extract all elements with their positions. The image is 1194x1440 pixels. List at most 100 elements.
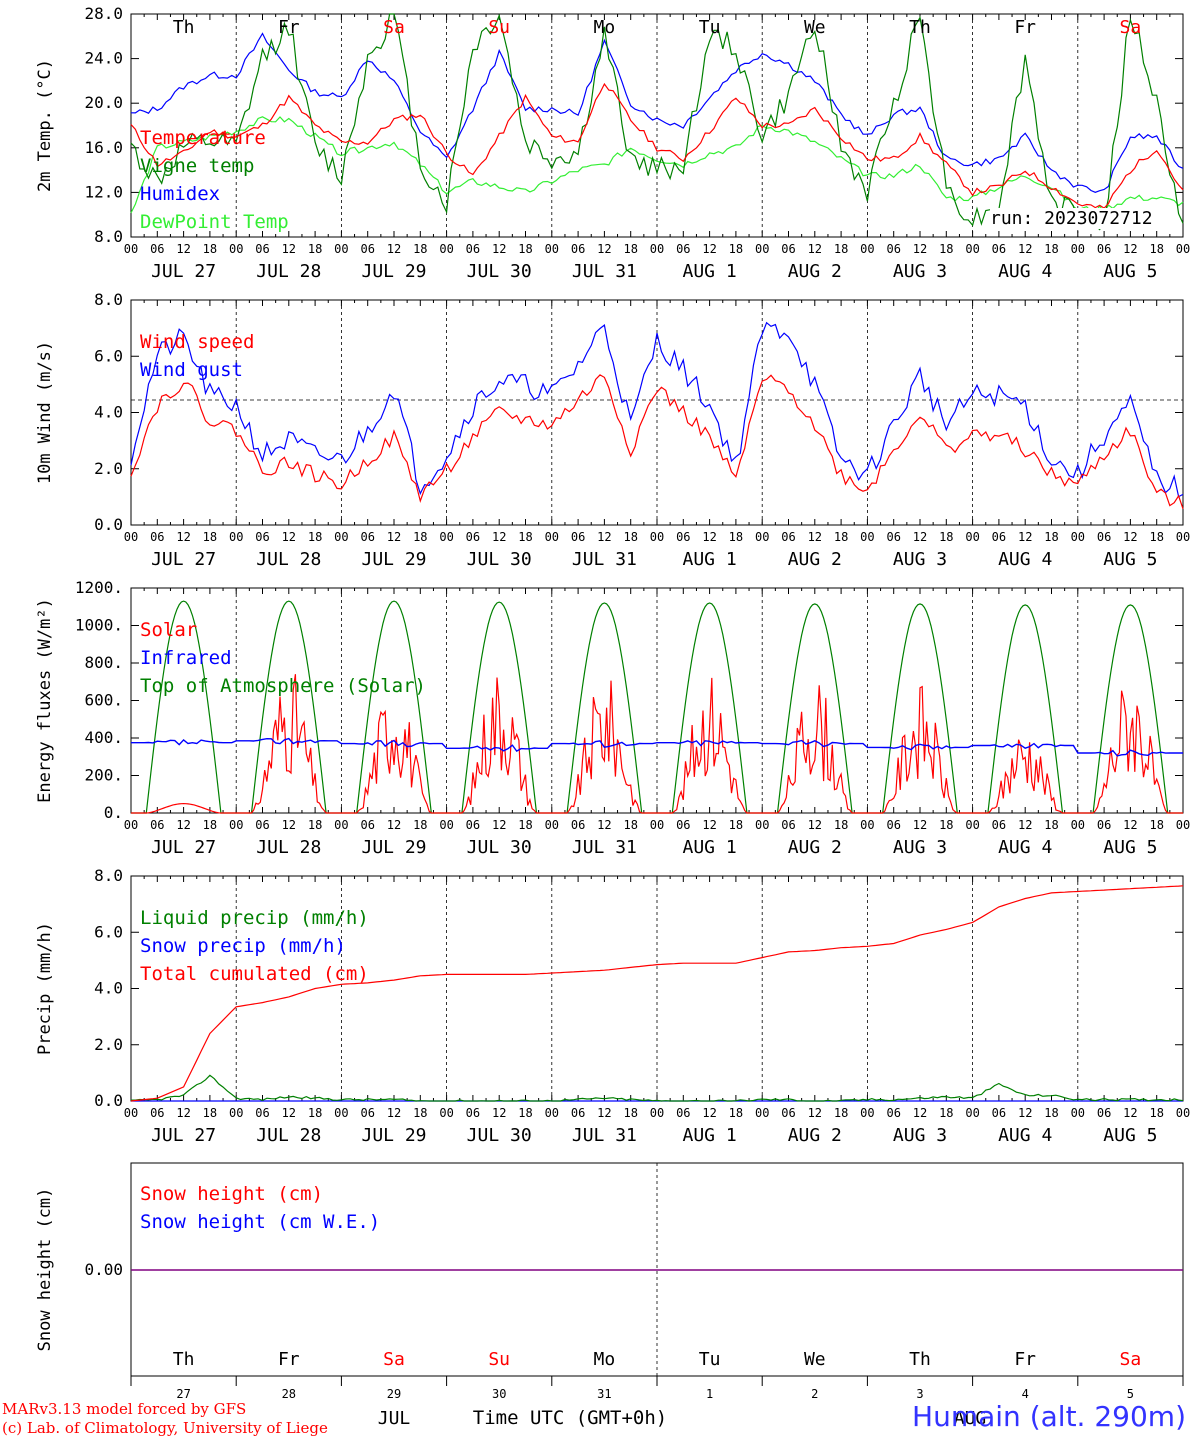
x-hour-label: 00 [755, 242, 769, 256]
liquid-precip-line [131, 1074, 1184, 1102]
y-tick-label: 8.0 [94, 866, 123, 885]
x-hour-label: 06 [571, 1106, 585, 1120]
x-hour-label: 12 [702, 242, 716, 256]
x-hour-label: 12 [1018, 1106, 1032, 1120]
x-hour-label: 06 [676, 818, 690, 832]
x-hour-label: 06 [571, 242, 585, 256]
x-hour-label: 18 [729, 818, 743, 832]
panel-frame [130, 13, 1184, 238]
x-hour-label: 18 [623, 1106, 637, 1120]
x-hour-label: 00 [860, 242, 874, 256]
x-hour-label: 12 [176, 1106, 190, 1120]
x-hour-label: 18 [203, 530, 217, 544]
bottom-weekday-label: Mo [594, 1349, 616, 1370]
x-hour-label: 00 [545, 242, 559, 256]
weekday-label: Fr [278, 17, 300, 38]
legend-entry: Snow precip (mm/h) [140, 935, 346, 957]
x-hour-label: 06 [150, 242, 164, 256]
credit-line-2: (c) Lab. of Climatology, University of L… [2, 1419, 328, 1437]
x-hour-label: 18 [308, 242, 322, 256]
x-hour-label: 18 [729, 242, 743, 256]
x-hour-label: 06 [360, 1106, 374, 1120]
x-hour-label: 12 [913, 1106, 927, 1120]
x-hour-label: 06 [255, 530, 269, 544]
x-hour-label: 06 [992, 242, 1006, 256]
legend-entry: DewPoint Temp [140, 211, 289, 233]
x-hour-label: 00 [1071, 242, 1085, 256]
x-date-label: AUG 2 [788, 549, 842, 570]
x-hour-label: 00 [755, 818, 769, 832]
bottom-weekday-label: Su [488, 1349, 510, 1370]
x-hour-label: 12 [387, 818, 401, 832]
x-hour-label: 00 [755, 530, 769, 544]
x-hour-label: 12 [1018, 818, 1032, 832]
x-hour-label: 12 [282, 818, 296, 832]
x-hour-label: 18 [939, 818, 953, 832]
x-hour-label: 12 [492, 242, 506, 256]
x-hour-label: 06 [150, 818, 164, 832]
legend-entry: Wind speed [140, 331, 254, 353]
legend-entry: Total cumulated (cm) [140, 963, 369, 985]
x-hour-label: 18 [413, 1106, 427, 1120]
x-hour-label: 00 [650, 1106, 664, 1120]
x-date-label: AUG 2 [788, 261, 842, 282]
y-tick-label: 600. [84, 691, 123, 710]
x-date-label: JUL 29 [361, 549, 426, 570]
bottom-day-number: 29 [387, 1387, 401, 1401]
y-tick-label: 1200. [75, 578, 123, 597]
x-hour-label: 00 [860, 1106, 874, 1120]
x-date-label: AUG 2 [788, 1125, 842, 1146]
x-hour-label: 00 [229, 1106, 243, 1120]
x-date-label: JUL 27 [151, 261, 216, 282]
x-date-label: JUL 31 [572, 261, 637, 282]
x-hour-label: 12 [1123, 1106, 1137, 1120]
x-hour-label: 12 [282, 530, 296, 544]
weekday-label: Su [488, 17, 510, 38]
y-tick-label: 12.0 [84, 182, 123, 201]
x-date-label: JUL 30 [467, 1125, 532, 1146]
total-cumulated-line [130, 885, 1184, 1102]
x-hour-label: 00 [965, 530, 979, 544]
bottom-weekday-label: Tu [699, 1349, 721, 1370]
weekday-label: Th [173, 17, 195, 38]
x-hour-label: 06 [1097, 1106, 1111, 1120]
x-date-label: JUL 31 [572, 837, 637, 858]
x-hour-label: 12 [702, 530, 716, 544]
legend-entry: Snow height (cm W.E.) [140, 1211, 380, 1233]
x-date-label: JUL 27 [151, 549, 216, 570]
x-hour-label: 06 [150, 530, 164, 544]
x-hour-label: 18 [1044, 530, 1058, 544]
y-tick-label: 0. [104, 803, 123, 822]
x-hour-label: 06 [676, 1106, 690, 1120]
x-hour-label: 06 [886, 1106, 900, 1120]
x-hour-label: 00 [860, 530, 874, 544]
legend-entry: Solar [140, 619, 197, 641]
x-hour-label: 00 [229, 818, 243, 832]
x-hour-label: 00 [1176, 242, 1190, 256]
x-date-label: AUG 3 [893, 261, 947, 282]
x-hour-label: 12 [492, 530, 506, 544]
y-tick-label: 1000. [75, 616, 123, 635]
bottom-weekday-label: Fr [278, 1349, 300, 1370]
x-hour-label: 18 [1149, 1106, 1163, 1120]
x-hour-label: 00 [965, 818, 979, 832]
x-hour-label: 06 [360, 530, 374, 544]
x-hour-label: 06 [992, 1106, 1006, 1120]
y-tick-label: 4.0 [94, 979, 123, 998]
x-hour-label: 18 [729, 1106, 743, 1120]
x-hour-label: 12 [282, 1106, 296, 1120]
x-hour-label: 12 [913, 242, 927, 256]
x-hour-label: 06 [781, 818, 795, 832]
x-date-label: AUG 3 [893, 837, 947, 858]
x-hour-label: 00 [1071, 530, 1085, 544]
x-hour-label: 06 [360, 242, 374, 256]
x-date-label: AUG 4 [998, 837, 1052, 858]
x-hour-label: 06 [781, 530, 795, 544]
y-axis-label: Snow height (cm) [35, 1188, 55, 1352]
x-hour-label: 06 [466, 818, 480, 832]
bottom-weekday-label: Th [173, 1349, 195, 1370]
x-hour-label: 12 [282, 242, 296, 256]
x-hour-label: 00 [124, 818, 138, 832]
legend-entry: Wind gust [140, 359, 243, 381]
